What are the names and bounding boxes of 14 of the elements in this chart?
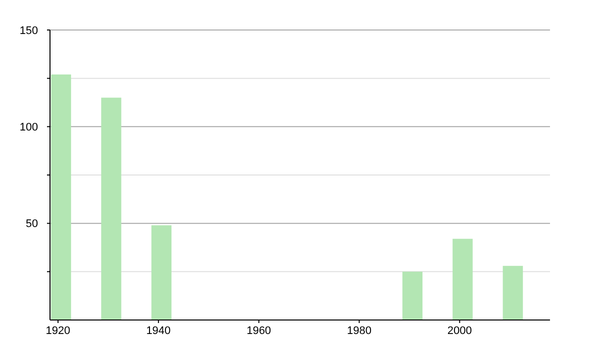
- y-tick-label: 50: [26, 218, 38, 230]
- x-tick-label: 2000: [447, 325, 472, 337]
- x-tick-label: 1960: [246, 325, 272, 337]
- bar: [101, 98, 122, 320]
- bar: [452, 238, 473, 320]
- y-tick-label: 100: [20, 122, 38, 134]
- x-tick-label: 1940: [146, 325, 171, 337]
- bar: [402, 272, 422, 320]
- bar: [151, 225, 172, 320]
- x-tick-label: 1920: [46, 325, 70, 337]
- y-tick-label: 150: [20, 24, 38, 37]
- x-tick-label: 1980: [346, 325, 372, 337]
- bar: [502, 266, 523, 320]
- bar: [50, 74, 72, 320]
